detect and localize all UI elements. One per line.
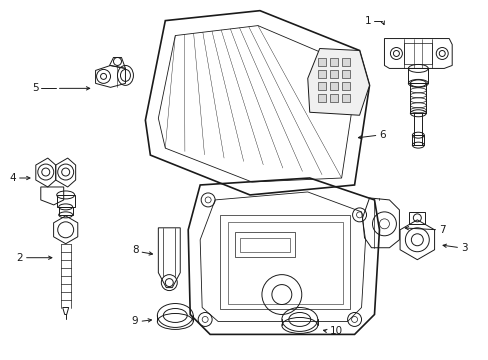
Bar: [409, 84, 426, 113]
Text: 3: 3: [460, 243, 467, 253]
Text: 8: 8: [132, 245, 138, 255]
Bar: [411, 135, 424, 145]
Bar: [407, 68, 427, 84]
Text: 5: 5: [32, 84, 39, 93]
Bar: [404, 42, 431, 64]
Bar: [341, 82, 349, 90]
Text: 1: 1: [364, 15, 371, 26]
Bar: [329, 71, 337, 78]
Bar: [57, 195, 75, 207]
Bar: [235, 232, 294, 257]
Text: 7: 7: [438, 225, 445, 235]
Text: 9: 9: [132, 316, 138, 327]
Text: 2: 2: [16, 253, 23, 263]
Bar: [329, 82, 337, 90]
Text: 4: 4: [9, 173, 16, 183]
Bar: [317, 82, 325, 90]
Bar: [227, 222, 342, 303]
Bar: [341, 71, 349, 78]
Bar: [240, 238, 289, 252]
Text: 6: 6: [379, 130, 386, 140]
Bar: [317, 58, 325, 67]
Bar: [341, 58, 349, 67]
Bar: [59, 207, 73, 215]
Bar: [220, 215, 349, 310]
Text: 10: 10: [329, 327, 342, 336]
Bar: [408, 212, 425, 224]
Polygon shape: [307, 49, 369, 115]
Bar: [329, 58, 337, 67]
Bar: [341, 94, 349, 102]
Bar: [317, 94, 325, 102]
Bar: [317, 71, 325, 78]
Bar: [329, 94, 337, 102]
